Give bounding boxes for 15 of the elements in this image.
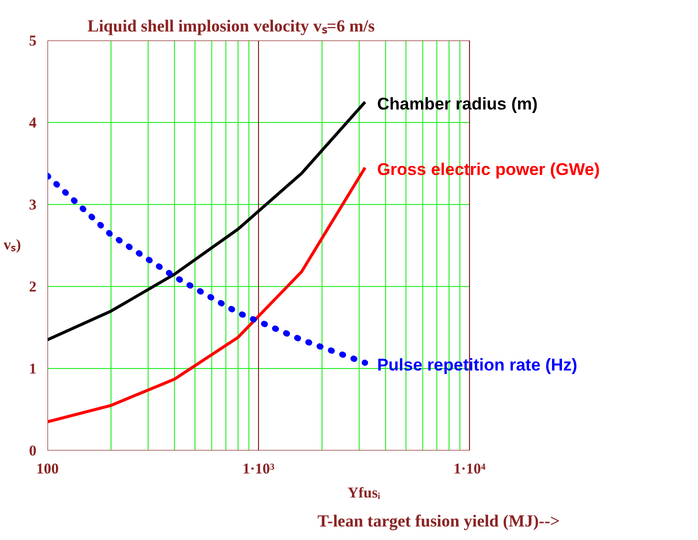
y-tick-label: 3 bbox=[29, 198, 36, 214]
line-series bbox=[48, 100, 367, 342]
line-series bbox=[48, 166, 367, 424]
x-tick-label: 1·10⁴ bbox=[454, 462, 486, 478]
y-axis-title: vₛ) bbox=[4, 238, 22, 254]
y-tick-label: 0 bbox=[29, 444, 36, 460]
x-tick-label: 100 bbox=[36, 462, 59, 478]
y-tick-label: 1 bbox=[29, 362, 36, 378]
y-tick-label: 4 bbox=[29, 116, 37, 132]
y-tick-label: 5 bbox=[29, 34, 36, 50]
x-tick-label: 1·10³ bbox=[242, 462, 276, 478]
x-axis-title: Yfusᵢ bbox=[348, 486, 381, 502]
text: T-lean target fusion yield (MJ)--> bbox=[318, 512, 560, 530]
chart-title: Liquid shell implosion velocity vₛ=6 m/s bbox=[88, 16, 376, 36]
y-tick-label: 2 bbox=[29, 280, 36, 296]
